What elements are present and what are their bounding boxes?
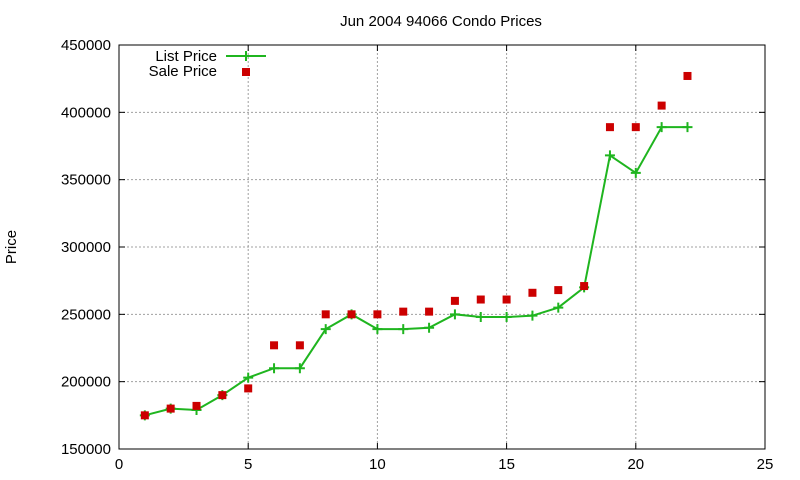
legend-marker-sale-price <box>242 68 250 76</box>
x-tick-label: 10 <box>369 456 386 473</box>
sale-price-point <box>502 295 511 304</box>
list-price-line <box>144 126 688 417</box>
sale-price-point <box>528 288 537 297</box>
list-price-point <box>372 324 383 335</box>
sale-price-point <box>192 401 201 410</box>
sale-price-point <box>218 391 227 400</box>
sale-price-point <box>657 101 666 110</box>
sale-price-point <box>554 286 563 295</box>
x-tick-label: 5 <box>244 456 252 473</box>
list-price-point <box>320 324 331 335</box>
x-tick-label: 25 <box>757 456 774 473</box>
y-tick-label: 400000 <box>61 104 111 121</box>
sale-price-point <box>399 307 408 316</box>
list-price-point <box>398 324 409 335</box>
list-price-point <box>449 309 460 320</box>
list-price-point <box>682 122 693 133</box>
list-price-point <box>475 312 486 323</box>
legend-label-sale-price: Sale Price <box>149 63 217 80</box>
sale-price-point <box>631 123 640 132</box>
list-price-point <box>630 167 641 178</box>
sale-price-point <box>683 71 692 80</box>
y-tick-label: 450000 <box>61 37 111 54</box>
y-tick-label: 300000 <box>61 239 111 256</box>
y-tick-label: 250000 <box>61 306 111 323</box>
list-price-point <box>553 302 564 313</box>
sale-price-point <box>321 310 330 319</box>
list-price-point <box>243 372 254 383</box>
legend-label-list-price: List Price <box>155 48 217 65</box>
legend-marker-list-price <box>241 51 251 61</box>
x-tick-label: 15 <box>498 456 515 473</box>
sale-price-point <box>347 310 356 319</box>
x-tick-label: 0 <box>115 456 123 473</box>
sale-price-point <box>450 296 459 305</box>
list-price-point <box>269 363 280 374</box>
list-price-point <box>604 150 615 161</box>
list-price-point <box>501 312 512 323</box>
y-tick-label: 150000 <box>61 441 111 458</box>
list-price-point <box>656 122 667 133</box>
sale-price-point <box>605 123 614 132</box>
list-price-point <box>527 310 538 321</box>
sale-price-point <box>166 404 175 413</box>
sale-price-point <box>425 307 434 316</box>
sale-price-point <box>580 282 589 291</box>
y-tick-label: 350000 <box>61 172 111 189</box>
sale-price-point <box>270 341 279 350</box>
grid <box>119 45 765 449</box>
x-tick-label: 20 <box>627 456 644 473</box>
sale-price-point <box>295 341 304 350</box>
list-price-point <box>424 322 435 333</box>
sale-price-point <box>373 310 382 319</box>
legend: List Price Sale Price <box>149 48 266 80</box>
y-tick-label: 200000 <box>61 374 111 391</box>
sale-price-point <box>476 295 485 304</box>
plot-area <box>139 71 693 421</box>
plot-frame <box>118 44 766 450</box>
sale-price-point <box>140 411 149 420</box>
y-axis-label: Price <box>3 230 20 264</box>
sale-price-point <box>244 384 253 393</box>
chart-title: Jun 2004 94066 Condo Prices <box>340 13 542 30</box>
list-price-point <box>294 363 305 374</box>
